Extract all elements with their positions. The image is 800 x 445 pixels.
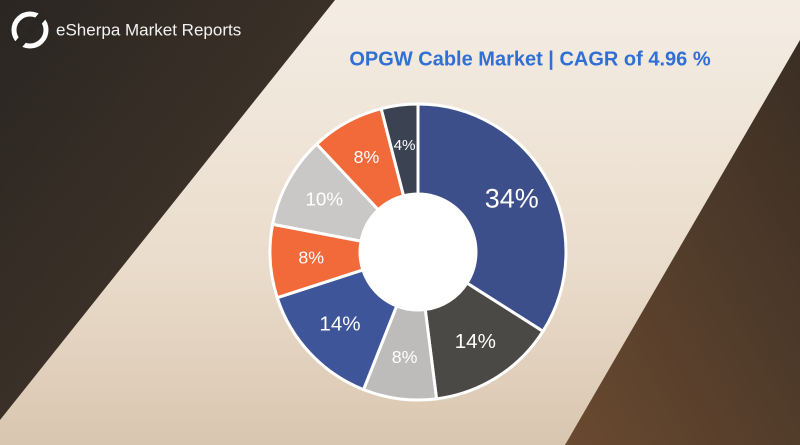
donut-hole bbox=[361, 195, 475, 309]
data-label: 34% bbox=[485, 184, 539, 214]
dark-corner bbox=[0, 0, 335, 420]
brand: eSherpa Market Reports bbox=[56, 20, 241, 39]
data-label: 14% bbox=[319, 313, 360, 336]
data-label: 14% bbox=[455, 330, 496, 353]
data-label: 8% bbox=[354, 147, 380, 167]
donut: 34% 14% 8% 14% 8% 10% 8% 4% bbox=[268, 102, 568, 402]
data-label: 8% bbox=[298, 247, 324, 267]
logo: eSherpa Market Reports bbox=[11, 11, 241, 49]
donut-slice bbox=[379, 102, 420, 198]
data-label: 8% bbox=[392, 347, 418, 367]
chart-title: OPGW Cable Market | CAGR of 4.96 % bbox=[349, 48, 710, 70]
dark-corner bbox=[565, 40, 800, 445]
logo-icon bbox=[14, 12, 47, 49]
data-label: 10% bbox=[305, 188, 343, 209]
donut-slice bbox=[416, 102, 568, 334]
data-label: 4% bbox=[394, 137, 416, 154]
logo-icon bbox=[11, 11, 49, 49]
